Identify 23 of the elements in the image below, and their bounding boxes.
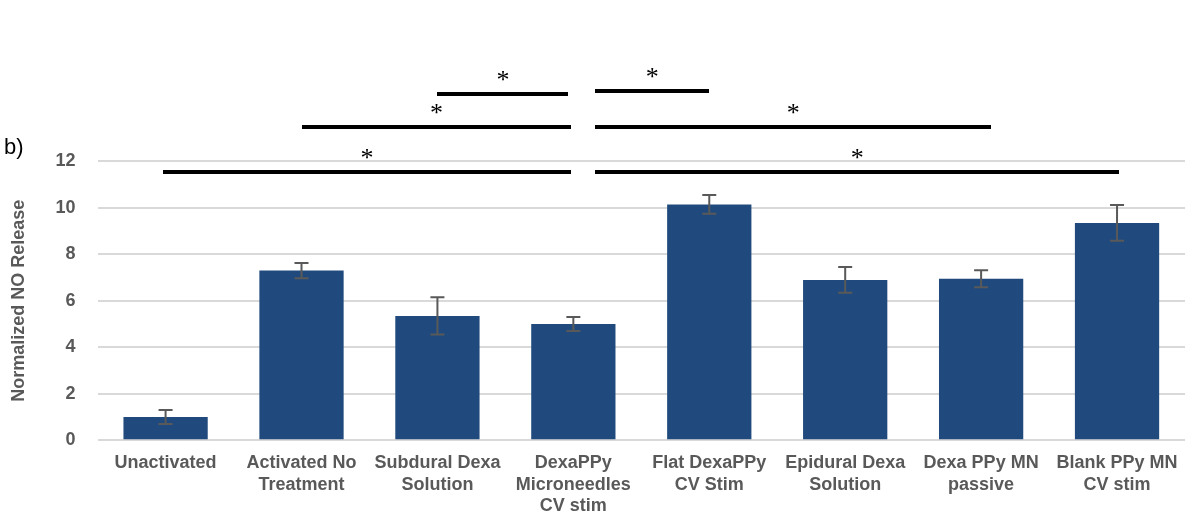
x-tick-label: Blank PPy MN CV stim xyxy=(1056,451,1178,494)
y-tick-label: 0 xyxy=(65,429,76,450)
chart-title: b) xyxy=(4,134,24,160)
x-tick-label: Activated No Treatment xyxy=(246,451,357,494)
text: * xyxy=(785,98,801,128)
x-tick-label: Subdural Dexa Solution xyxy=(374,451,502,494)
x-tick-label: DexaPPy Microneedles CV stim xyxy=(515,451,631,516)
y-tick-label: 10 xyxy=(55,196,76,217)
x-tick-label: Flat DexaPPy CV Stim xyxy=(652,451,767,494)
y-tick-label: 8 xyxy=(65,243,76,264)
text: * xyxy=(495,65,511,95)
y-tick-label: 4 xyxy=(65,336,76,357)
y-tick-label: 12 xyxy=(55,150,76,171)
y-tick-label: 6 xyxy=(65,289,76,310)
y-tick-label: 2 xyxy=(65,382,76,403)
x-tick-label: Unactivated xyxy=(114,451,217,472)
annotation: * xyxy=(849,143,865,173)
text: * xyxy=(428,98,444,128)
y-axis-title: Normalized NO Release xyxy=(7,199,28,402)
text: * xyxy=(644,62,660,92)
annotation: * xyxy=(359,143,375,173)
x-tick-label: Epidural Dexa Solution xyxy=(785,451,907,494)
x-tick-label: Dexa PPy MN passive xyxy=(923,451,1039,494)
